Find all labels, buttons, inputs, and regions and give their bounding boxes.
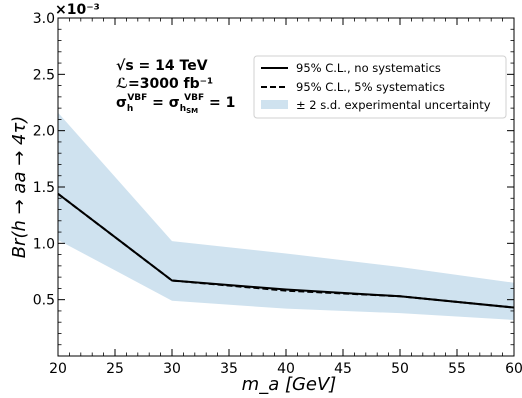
- xsec-hsm-sub: h: [180, 104, 186, 114]
- uncertainty-band: [58, 112, 514, 320]
- x-tick-label: 20: [49, 361, 67, 377]
- annotation-luminosity: ℒ=3000 fb⁻¹: [116, 76, 213, 92]
- x-tick-label: 55: [448, 361, 466, 377]
- x-tick-label: 25: [106, 361, 124, 377]
- xsec-one: = 1: [204, 95, 235, 111]
- y-tick-label: 1.0: [33, 236, 55, 252]
- x-tick-label: 45: [334, 361, 352, 377]
- xsec-eq: =: [147, 95, 168, 111]
- legend: 95% C.L., no systematics 95% C.L., 5% sy…: [253, 55, 507, 119]
- series-layer: [57, 192, 515, 309]
- y-axis-title: Br(h → aa → 4τ): [9, 116, 30, 259]
- x-tick-label: 50: [391, 361, 409, 377]
- series-line-5pct-systematics: [57, 192, 515, 309]
- legend-label-band: ± 2 s.d. experimental uncertainty: [296, 98, 491, 112]
- y-tick-label: 0.5: [33, 293, 55, 309]
- axes-layer: 20 25 30 35 40 45 50 55 60 0.5 1.0 1.5 2.0 2.5 3.0: [33, 11, 522, 377]
- x-axis-title: m_a [GeV]: [242, 374, 337, 395]
- xsec-sigma: σ: [116, 95, 127, 111]
- legend-label-no-systematics: 95% C.L., no systematics: [296, 61, 441, 75]
- legend-label-5pct-systematics: 95% C.L., 5% systematics: [296, 80, 445, 94]
- xsec-vbf-sup-2: VBF: [184, 93, 204, 103]
- y-tick-label: 1.5: [33, 180, 55, 196]
- xsec-sigma-2: σ: [169, 95, 180, 111]
- uncertainty-band-layer: [58, 112, 514, 320]
- xsec-h-sub: h: [127, 104, 133, 114]
- annotation-energy: √s = 14 TeV: [116, 58, 208, 74]
- x-tick-label: 35: [220, 361, 238, 377]
- y-tick-label: 2.0: [33, 124, 55, 140]
- x-tick-label: 30: [163, 361, 181, 377]
- legend-swatch-band: [261, 100, 288, 109]
- x-tick-label: 40: [277, 361, 295, 377]
- legend-frame: [253, 55, 507, 119]
- y-multiplier-label: ×10⁻³: [55, 2, 100, 18]
- annotation-cross-section: σhVBF = σhSMVBF = 1: [116, 93, 235, 115]
- x-tick-label: 60: [505, 361, 522, 377]
- y-tick-label: 3.0: [33, 11, 55, 27]
- xsec-vbf-sup: VBF: [127, 93, 147, 103]
- xsec-sm-sub: SM: [186, 107, 198, 115]
- y-tick-label: 2.5: [33, 67, 55, 83]
